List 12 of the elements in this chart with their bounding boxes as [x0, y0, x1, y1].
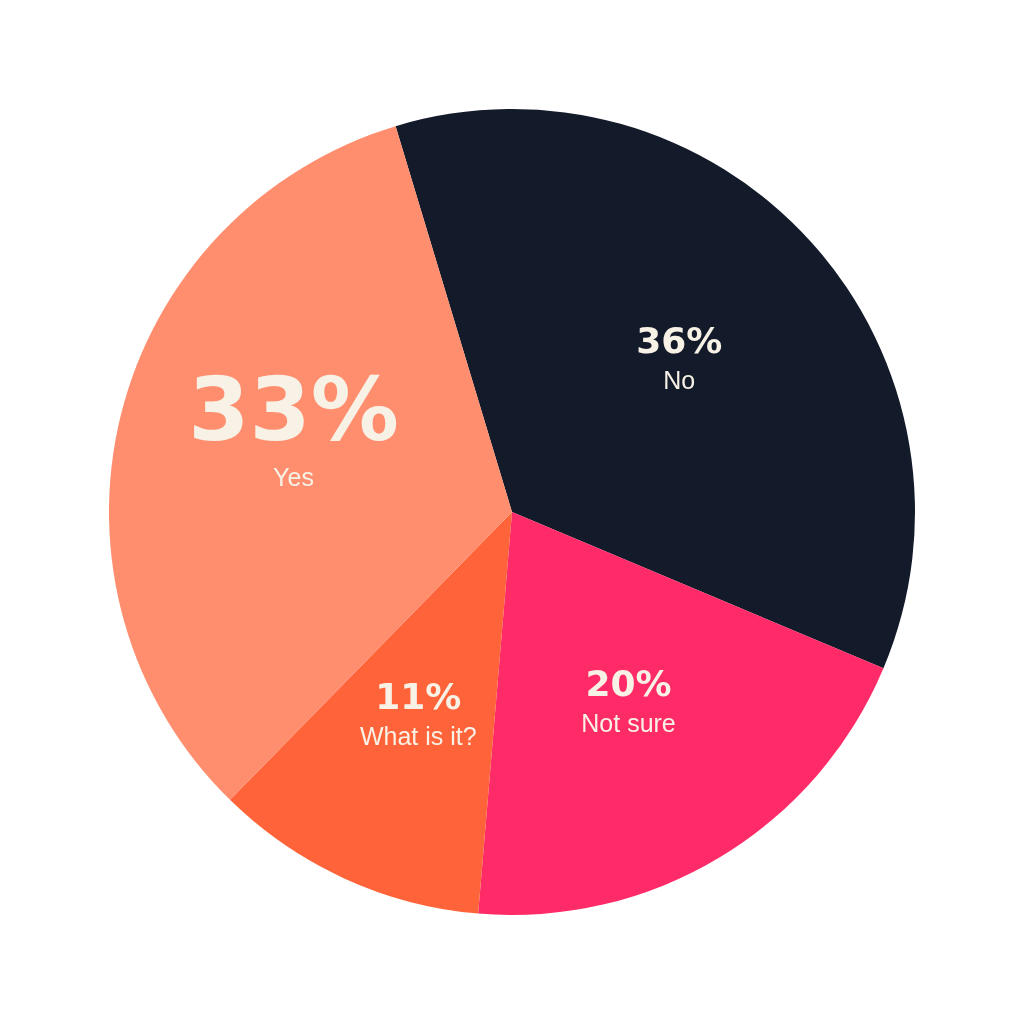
data-label: 36%	[636, 320, 723, 362]
pie-slice	[395, 109, 915, 669]
data-label: 20%	[585, 663, 672, 705]
slice-label: No	[663, 366, 696, 395]
pie-slice	[229, 512, 512, 914]
data-label: 33%	[188, 358, 399, 462]
slice-label: Not sure	[581, 709, 676, 738]
pie-slice	[478, 512, 884, 915]
pie-slice	[109, 126, 512, 800]
slice-label: Yes	[273, 463, 314, 492]
data-label: 11%	[375, 675, 462, 717]
slice-label: What is it?	[359, 721, 477, 750]
